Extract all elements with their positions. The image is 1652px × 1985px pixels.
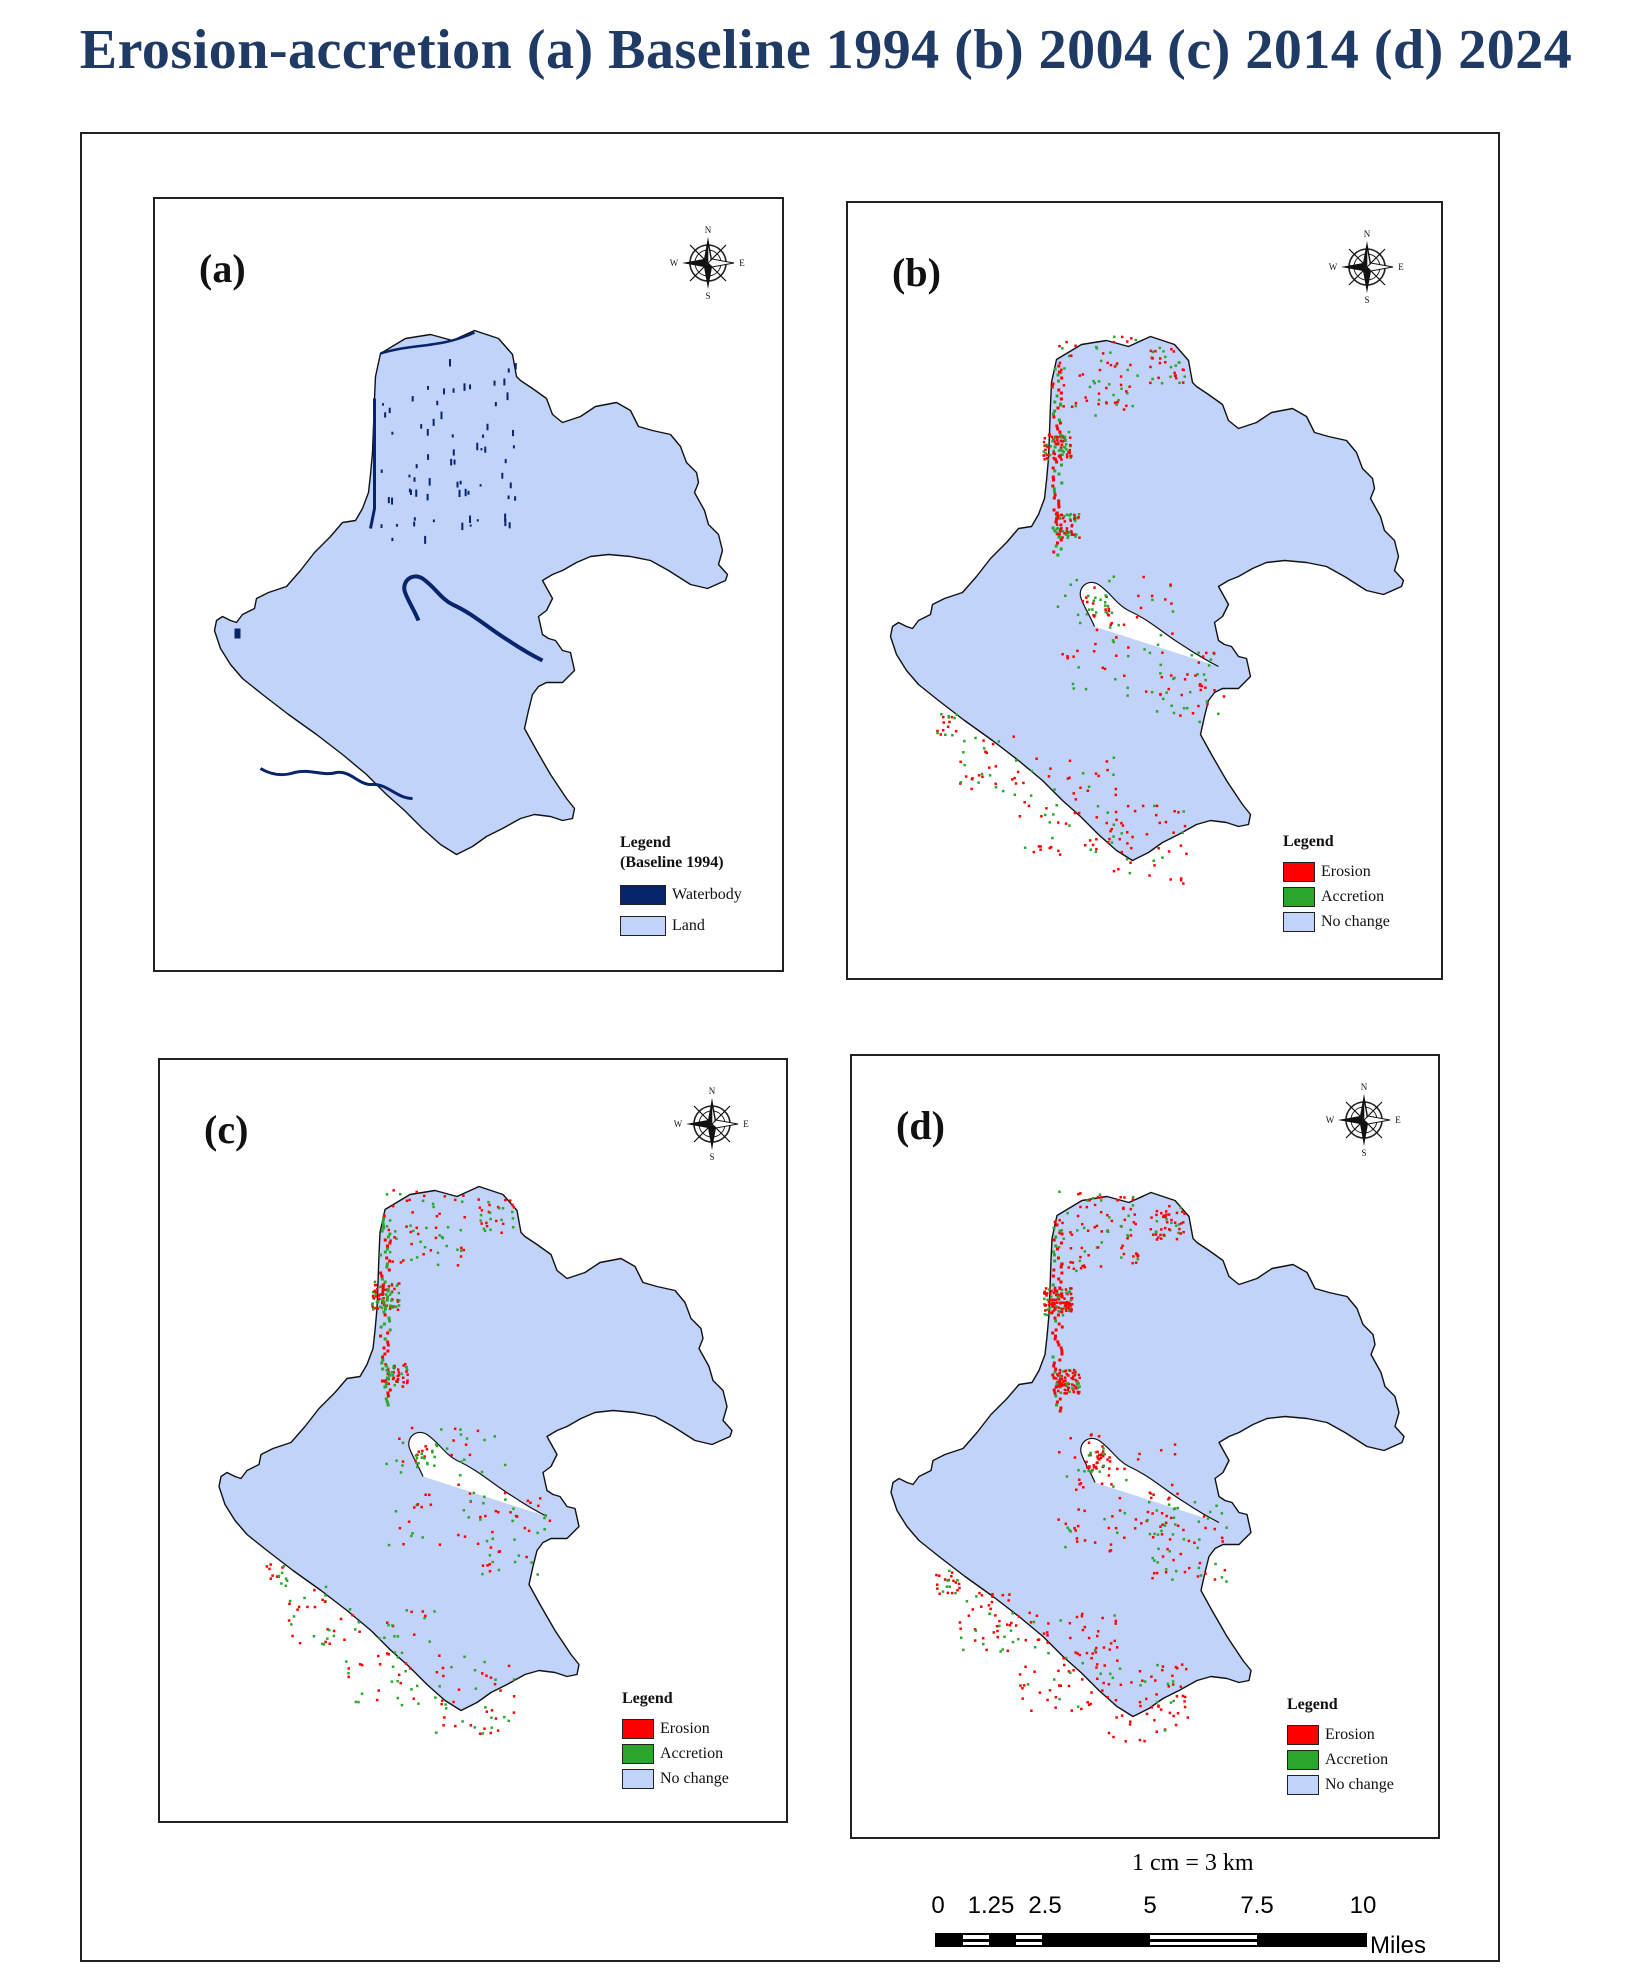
legend-title: Legend [622,1690,673,1707]
legend-item-erosion: Erosion [622,1716,729,1741]
legend-label: No change [1325,1775,1394,1793]
land-map-d [890,1190,1405,1743]
scale-tick: 7.5 [1240,1892,1274,1919]
legend-item-accretion: Accretion [622,1741,729,1766]
legend-label: Land [672,916,705,934]
legend-title: Legend [1283,833,1334,850]
legend-item-no-change: No change [1287,1772,1394,1797]
svg-text:E: E [1395,1115,1401,1125]
scale-bar: 1 cm = 3 km 0 1.25 2.5 5 7.5 10 Miles [931,1850,1495,1960]
svg-text:W: W [670,258,679,268]
north-arrow-icon: N S W E [1329,229,1405,305]
legend-swatch-no-change [622,1768,654,1789]
land-map-b [889,335,1405,885]
panel-label-b: (b) [892,250,941,295]
legend-item-erosion: Erosion [1287,1722,1394,1747]
scale-tick: 5 [1143,1892,1157,1919]
svg-text:N: N [1361,1082,1368,1092]
legend-label: Erosion [1321,862,1371,880]
svg-text:S: S [709,1152,714,1162]
svg-text:S: S [705,291,710,301]
legend-swatch-accretion [1287,1749,1319,1770]
legend-swatch-land [620,915,666,936]
svg-text:N: N [705,225,712,235]
scale-tick: 10 [1349,1892,1377,1919]
svg-text:E: E [739,258,745,268]
panel-label-a: (a) [199,246,246,291]
map-panel-d: (d) N S W E Legend Erosion Accretion No cha… [850,1054,1440,1839]
legend-item-no-change: No change [622,1766,729,1791]
svg-text:N: N [709,1086,716,1096]
scale-tick: 1.25 [967,1892,1015,1919]
legend-label: Erosion [660,1719,710,1737]
figure-title: Erosion-accretion (a) Baseline 1994 (b) … [79,19,1573,81]
map-panel-b: (b) N S W E Legend Erosion Accretion No cha… [846,201,1443,980]
legend-item-land: Land [620,913,742,938]
north-arrow-icon: N S W E [670,225,746,301]
legend-swatch-no-change [1283,911,1315,932]
legend-label: No change [1321,912,1390,930]
legend-item-erosion: Erosion [1283,859,1390,884]
map-layout-frame [80,132,1500,1962]
land-map-c [218,1185,733,1735]
svg-text:W: W [674,1119,683,1129]
legend-item-no-change: No change [1283,909,1390,934]
svg-text:N: N [1364,229,1371,239]
legend-swatch-accretion [1283,886,1315,907]
svg-text:E: E [743,1119,749,1129]
scale-tick: 2.5 [1028,1892,1062,1919]
legend-swatch-erosion [622,1718,654,1739]
legend-label: No change [660,1769,729,1787]
legend-b: Legend Erosion Accretion No change [1283,833,1390,934]
scale-units: Miles [1370,1932,1427,1959]
svg-text:W: W [1326,1115,1335,1125]
svg-text:S: S [1361,1148,1366,1158]
legend-item-accretion: Accretion [1287,1747,1394,1772]
legend-label: Accretion [660,1744,724,1762]
north-arrow-icon: N S W E [1326,1082,1402,1158]
legend-title: Legend [1287,1696,1338,1713]
land-map-a [213,329,729,856]
legend-swatch-waterbody [620,884,666,905]
legend-swatch-erosion [1283,861,1315,882]
legend-title: Legend [620,834,671,851]
legend-swatch-accretion [622,1743,654,1764]
panel-label-c: (c) [204,1107,249,1152]
north-arrow-icon: N S W E [674,1086,750,1162]
map-panel-a: (a) N S W E Legend (Baseline 1994) Waterbod… [153,197,784,972]
legend-a: Legend (Baseline 1994) Waterbody Land [620,834,742,938]
legend-swatch-erosion [1287,1724,1319,1745]
legend-label: Waterbody [672,885,742,903]
legend-c: Legend Erosion Accretion No change [622,1690,729,1791]
scale-ratio: 1 cm = 3 km [1132,1850,1254,1876]
legend-subtitle: (Baseline 1994) [620,854,724,871]
legend-item-accretion: Accretion [1283,884,1390,909]
svg-text:S: S [1364,295,1369,305]
legend-label: Erosion [1325,1725,1375,1743]
map-panel-c: (c) N S W E Legend Erosion Accretion No cha… [158,1058,788,1823]
svg-text:W: W [1329,262,1338,272]
svg-text:E: E [1398,262,1404,272]
scale-bar-graphic [935,1933,1367,1947]
panel-label-d: (d) [896,1103,945,1148]
legend-d: Legend Erosion Accretion No change [1287,1696,1394,1797]
scale-tick: 0 [931,1892,945,1919]
legend-label: Accretion [1325,1750,1389,1768]
legend-item-waterbody: Waterbody [620,882,742,907]
legend-swatch-no-change [1287,1774,1319,1795]
legend-label: Accretion [1321,887,1385,905]
